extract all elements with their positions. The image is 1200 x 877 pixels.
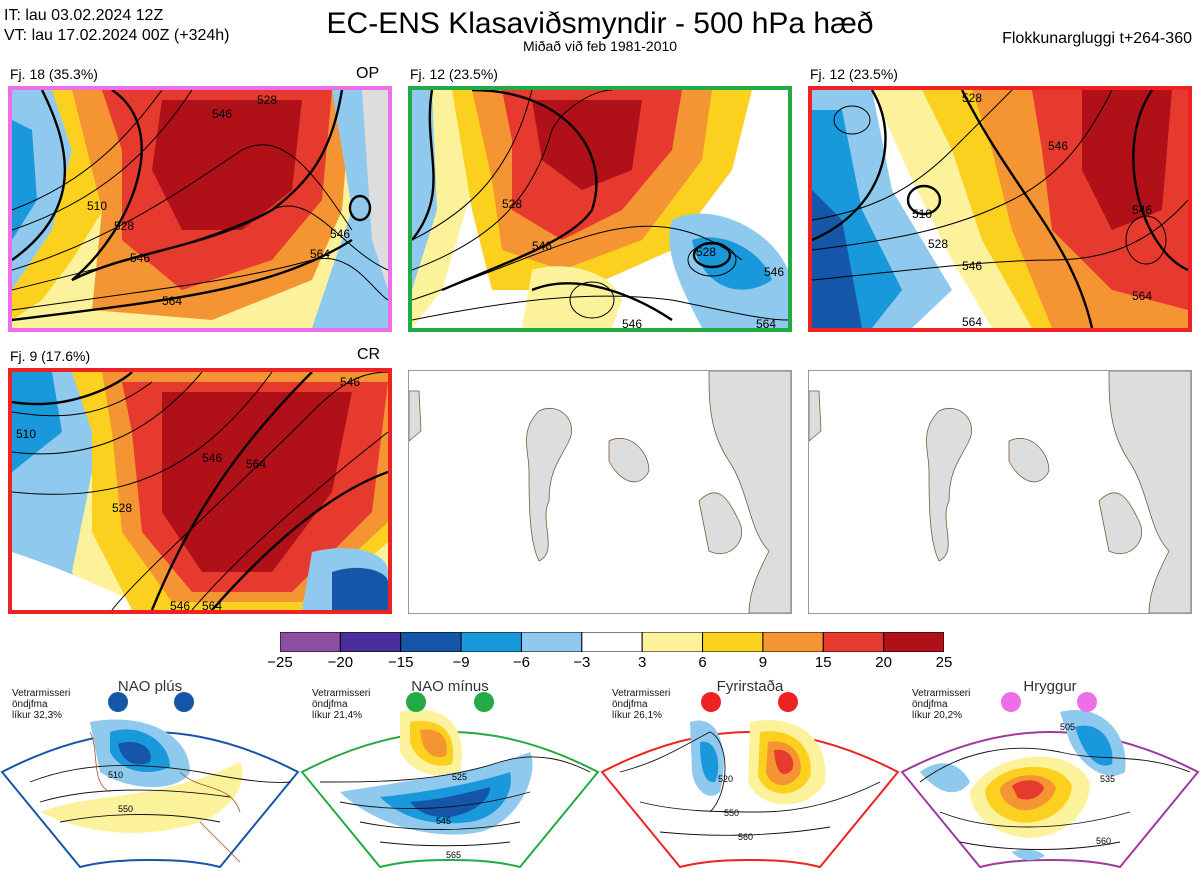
colorbar-tick-label: −6 bbox=[512, 654, 530, 671]
cluster-1-tag: OP bbox=[356, 65, 380, 82]
contour-label-4d: 528 bbox=[112, 501, 132, 515]
regime-4-title: Hryggur bbox=[1023, 678, 1077, 695]
window-label: Flokkunargluggi t+264-360 bbox=[1002, 30, 1192, 47]
contour-label-1h: 528 bbox=[114, 219, 134, 233]
regime-2-contour-b: 545 bbox=[436, 816, 451, 826]
regime-nao-plus: 510 550 NAO plús Vetrarmisseri öndjfma l… bbox=[0, 672, 300, 872]
colorbar-swatch bbox=[883, 631, 945, 653]
regime-2-title: NAO mínus bbox=[411, 678, 489, 695]
regime-2-contour-a: 525 bbox=[452, 772, 467, 782]
contour-label-3f: 546 bbox=[1132, 203, 1152, 217]
contour-label-4c: 546 bbox=[202, 451, 222, 465]
regime-3-note: Vetrarmisseri öndjfma líkur 26,1% bbox=[612, 688, 671, 721]
colorbar-tick-label: −25 bbox=[267, 654, 293, 671]
regime-4-contour-b: 535 bbox=[1100, 774, 1115, 784]
colorbar-tick-label: 20 bbox=[875, 654, 892, 671]
contour-label-2a: 528 bbox=[502, 197, 522, 211]
contour-label-3d: 528 bbox=[928, 237, 948, 251]
colorbar-swatch bbox=[400, 631, 462, 653]
colorbar-swatch bbox=[822, 631, 885, 653]
regime-4-note: Vetrarmisseri öndjfma líkur 20,2% bbox=[912, 688, 971, 721]
contour-label-2e: 546 bbox=[622, 317, 642, 328]
contour-label-2c: 528 bbox=[696, 245, 716, 259]
contour-label-1g: 564 bbox=[310, 247, 330, 261]
page-subtitle: Miðað við feb 1981-2010 bbox=[522, 38, 678, 54]
colorbar-swatch bbox=[641, 631, 704, 653]
contour-label-1a: 546 bbox=[212, 107, 232, 121]
colorbar-ticks: −25 −20 −15 −9 −6 −3 3 6 9 15 20 25 bbox=[250, 654, 970, 674]
regime-1-title: NAO plús bbox=[117, 678, 183, 695]
colorbar-tick-label: 9 bbox=[758, 654, 768, 671]
colorbar-tick-label: 25 bbox=[935, 654, 953, 671]
regime-3-title: Fyrirstaða bbox=[716, 678, 784, 695]
contour-label-3b: 546 bbox=[1048, 139, 1068, 153]
colorbar-swatches bbox=[279, 631, 945, 653]
colorbar-tick-label: −3 bbox=[573, 654, 591, 671]
colorbar-swatch bbox=[279, 631, 341, 653]
regime-blocking: 520 550 560 Fyrirstaða Vetrarmisseri önd… bbox=[600, 672, 900, 872]
colorbar-swatch bbox=[520, 631, 583, 653]
colorbar-tick-label: −15 bbox=[387, 654, 414, 671]
contour-label-4f: 546 bbox=[170, 599, 190, 610]
cluster-2-label: Fj. 12 (23.5%) bbox=[410, 66, 498, 82]
contour-label-3h: 564 bbox=[962, 315, 982, 328]
colorbar-tick-label: −9 bbox=[452, 654, 470, 671]
contour-label-1d: 546 bbox=[130, 251, 150, 265]
contour-label-2b: 546 bbox=[532, 239, 552, 253]
colorbar-swatch bbox=[702, 631, 764, 653]
init-time: IT: lau 03.02.2024 12Z bbox=[4, 7, 164, 24]
regime-1-note: Vetrarmisseri öndjfma líkur 32,3% bbox=[12, 688, 71, 721]
contour-label-3a: 528 bbox=[962, 91, 982, 105]
cluster-3-label: Fj. 12 (23.5%) bbox=[810, 66, 898, 82]
regime-1-contour-b: 550 bbox=[118, 804, 133, 814]
regime-ridge: 505 535 560 Hryggur Vetrarmisseri öndjfm… bbox=[900, 672, 1200, 872]
colorbar-swatch bbox=[460, 631, 522, 653]
colorbar bbox=[279, 631, 945, 657]
cluster-map-1: 546 528 510 546 564 546 564 528 bbox=[8, 86, 392, 332]
header-left: IT: lau 03.02.2024 12Z VT: lau 17.02.202… bbox=[4, 6, 230, 46]
page-title: EC-ENS Klasaviðsmyndir - 500 hPa hæð bbox=[326, 7, 874, 40]
empty-map-6 bbox=[808, 370, 1192, 614]
contour-label-4g: 564 bbox=[202, 599, 222, 610]
cluster-map-4: 546 510 546 528 564 546 564 bbox=[8, 368, 392, 614]
cluster-4-label: Fj. 9 (17.6%) bbox=[10, 348, 91, 364]
colorbar-swatch bbox=[339, 631, 402, 653]
contour-label-2f: 564 bbox=[756, 317, 776, 328]
contour-label-3g: 564 bbox=[1132, 289, 1152, 303]
regime-3-contour-a: 520 bbox=[718, 774, 733, 784]
contour-label-2d: 546 bbox=[764, 265, 784, 279]
contour-label-1b: 528 bbox=[257, 93, 277, 107]
empty-map-5 bbox=[408, 370, 792, 614]
regime-2-note: Vetrarmisseri öndjfma líkur 21,4% bbox=[312, 688, 371, 721]
cluster-map-2: 528 546 528 546 546 564 bbox=[408, 86, 792, 332]
contour-label-4a: 546 bbox=[340, 375, 360, 389]
contour-label-1f: 546 bbox=[330, 227, 350, 241]
contour-label-4e: 564 bbox=[246, 457, 266, 471]
regime-4-contour-a: 505 bbox=[1060, 722, 1075, 732]
cluster-4-tag: CR bbox=[357, 346, 381, 363]
colorbar-tick-label: 6 bbox=[698, 654, 707, 671]
colorbar-swatch bbox=[762, 631, 824, 653]
colorbar-swatch bbox=[581, 631, 643, 653]
contour-label-1c: 510 bbox=[87, 199, 107, 213]
contour-label-3e: 546 bbox=[962, 259, 982, 273]
colorbar-tick-label: 3 bbox=[638, 654, 647, 671]
regime-2-contour-c: 565 bbox=[446, 850, 461, 860]
contour-label-3c: 510 bbox=[912, 207, 932, 221]
contour-label-1e: 564 bbox=[162, 294, 182, 308]
colorbar-tick-label: −20 bbox=[327, 654, 354, 671]
regime-3-contour-b: 550 bbox=[724, 808, 739, 818]
regime-1-contour-a: 510 bbox=[108, 770, 123, 780]
regime-nao-minus: 525 545 565 NAO mínus Vetrarmisseri öndj… bbox=[300, 672, 600, 872]
cluster-1-label: Fj. 18 (35.3%) bbox=[10, 66, 98, 82]
regime-3-contour-c: 560 bbox=[738, 832, 753, 842]
cluster-map-3: 528 546 510 528 546 546 564 564 bbox=[808, 86, 1192, 332]
valid-time: VT: lau 17.02.2024 00Z (+324h) bbox=[4, 27, 230, 44]
contour-label-4b: 510 bbox=[16, 427, 36, 441]
colorbar-tick-label: 15 bbox=[814, 654, 832, 671]
regime-4-contour-c: 560 bbox=[1096, 836, 1111, 846]
